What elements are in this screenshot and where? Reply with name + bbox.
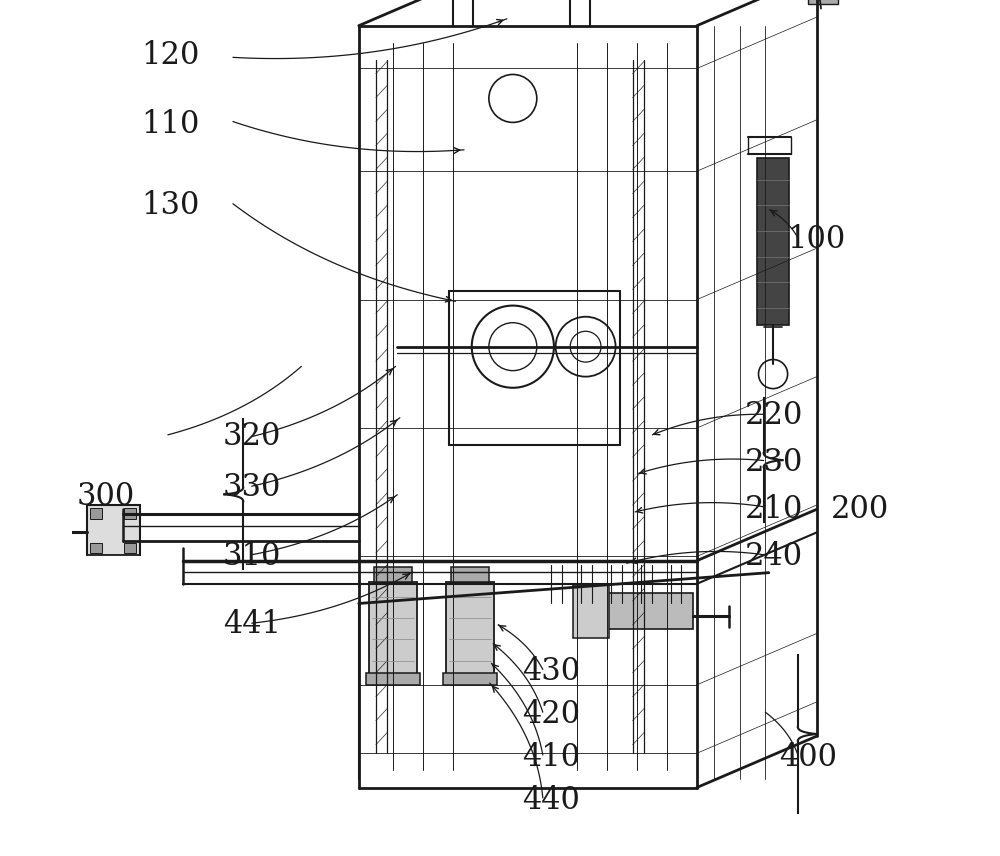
Text: 430: 430 bbox=[522, 657, 580, 687]
Bar bbox=[573, 585, 609, 638]
Text: 210: 210 bbox=[745, 494, 803, 525]
Text: 330: 330 bbox=[223, 473, 281, 503]
Text: 230: 230 bbox=[745, 447, 803, 478]
Text: 240: 240 bbox=[745, 541, 803, 572]
Text: 440: 440 bbox=[522, 785, 580, 816]
Bar bbox=[581, 593, 693, 629]
Bar bbox=[87, 505, 140, 555]
Bar bbox=[369, 582, 417, 676]
Bar bbox=[446, 582, 494, 676]
Text: 441: 441 bbox=[223, 609, 281, 640]
Text: 300: 300 bbox=[77, 481, 135, 512]
Bar bbox=[374, 567, 412, 582]
Bar bbox=[124, 543, 136, 553]
Bar bbox=[124, 508, 136, 519]
Bar bbox=[443, 673, 497, 685]
Text: 410: 410 bbox=[522, 742, 580, 773]
Text: 120: 120 bbox=[141, 40, 200, 71]
Text: 110: 110 bbox=[141, 109, 200, 140]
Bar bbox=[808, 0, 838, 4]
Bar bbox=[90, 543, 102, 553]
Text: 320: 320 bbox=[223, 421, 281, 452]
Bar bbox=[451, 567, 489, 582]
Bar bbox=[757, 158, 789, 325]
Text: 310: 310 bbox=[223, 541, 281, 572]
Text: 400: 400 bbox=[779, 742, 837, 773]
Text: 130: 130 bbox=[141, 190, 200, 221]
Text: 100: 100 bbox=[788, 224, 846, 255]
Bar bbox=[90, 508, 102, 519]
Text: 420: 420 bbox=[522, 699, 580, 730]
Bar bbox=[366, 673, 420, 685]
Text: 220: 220 bbox=[745, 400, 803, 431]
Text: 200: 200 bbox=[830, 494, 889, 525]
